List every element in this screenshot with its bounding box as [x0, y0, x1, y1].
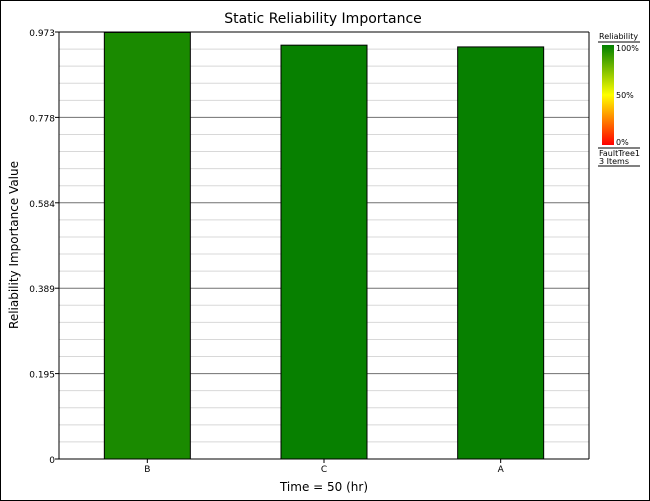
y-tick-label: 0.584	[29, 200, 55, 210]
x-tick-label: C	[321, 465, 327, 475]
legend-color-scale	[602, 45, 614, 145]
y-tick-label: 0.778	[29, 114, 55, 124]
x-tick-label: B	[144, 465, 150, 475]
x-tick-label: A	[498, 465, 505, 475]
bar-C[interactable]	[280, 44, 368, 460]
legend-title: Reliability	[599, 32, 638, 41]
legend-label-100: 100%	[616, 44, 639, 53]
legend-label-50: 50%	[616, 91, 634, 100]
legend-label-0: 0%	[616, 138, 629, 147]
legend: Reliability 100% 50% 0% FaultTree1 3 Ite…	[598, 32, 640, 167]
legend-source: FaultTree1	[599, 149, 640, 158]
y-tick-label: 0.973	[29, 29, 55, 39]
y-tick-label: 0.195	[29, 371, 55, 381]
y-tick-label: 0.389	[29, 285, 55, 295]
chart-title: Static Reliability Importance	[224, 11, 422, 27]
bar-A[interactable]	[457, 46, 545, 460]
x-axis-label: Time = 50 (hr)	[279, 480, 368, 494]
y-axis-label: Reliability Importance Value	[7, 161, 21, 329]
bar-B[interactable]	[103, 31, 191, 460]
legend-count: 3 Items	[599, 157, 629, 166]
y-tick-label: 0	[49, 456, 55, 466]
